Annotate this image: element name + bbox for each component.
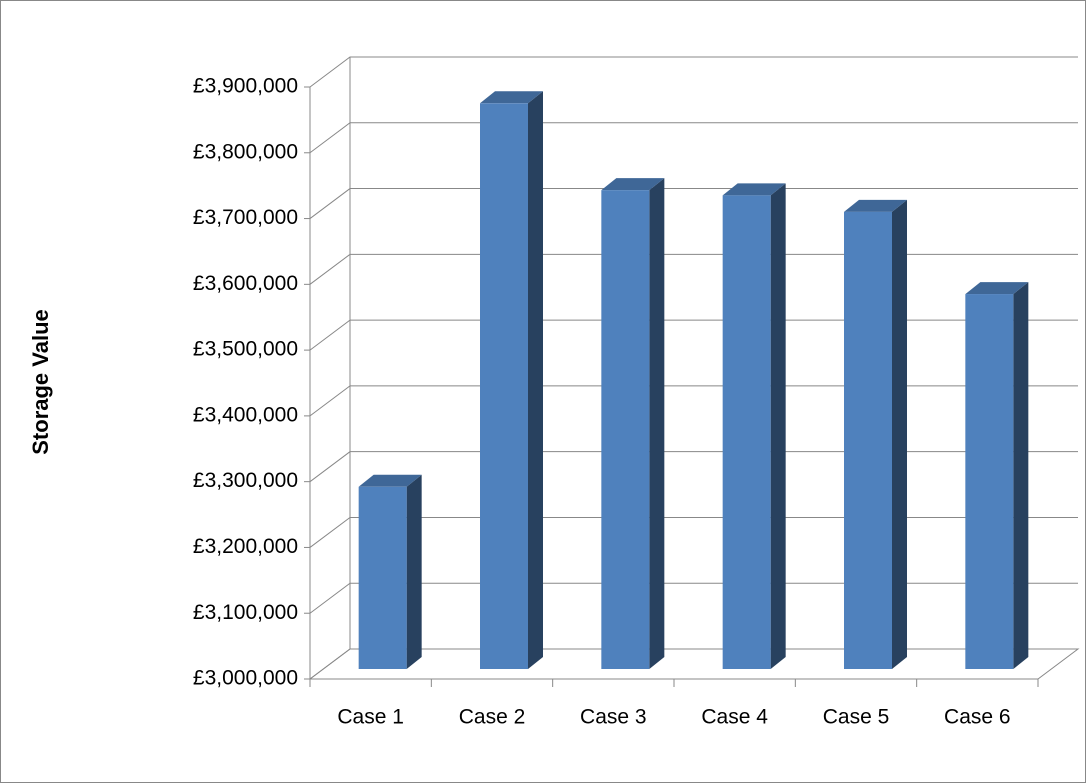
bar — [358, 486, 407, 669]
grid-line — [309, 648, 1078, 680]
bar-side — [1013, 282, 1029, 669]
bar-top — [844, 199, 907, 212]
bar — [844, 211, 892, 669]
grid-line — [309, 253, 1078, 285]
y-tick-label: £3,500,000 — [193, 338, 298, 361]
bar-side — [649, 178, 665, 670]
bar-top — [965, 282, 1029, 295]
bar-top — [358, 474, 422, 487]
grid-line — [309, 385, 1078, 417]
y-tick-label: £3,200,000 — [193, 535, 298, 558]
bar — [601, 190, 650, 670]
y-tick-label: £3,600,000 — [193, 272, 298, 295]
bar-side — [892, 199, 907, 669]
y-tick-label: £3,400,000 — [193, 403, 298, 426]
x-tick-label: Case 5 — [823, 706, 890, 729]
bar — [965, 294, 1014, 669]
y-tick-label: £3,000,000 — [193, 667, 298, 690]
grid-line — [309, 582, 1078, 614]
grid-line — [309, 188, 1078, 219]
bar-side — [528, 91, 543, 670]
y-axis-title: Storage Value — [28, 309, 53, 455]
bar — [722, 195, 771, 669]
y-tick-label: £3,700,000 — [193, 206, 298, 229]
bar-top — [601, 178, 665, 191]
y-tick-label: £3,100,000 — [193, 601, 298, 624]
y-tick-label: £3,300,000 — [193, 469, 298, 492]
x-tick-label: Case 1 — [337, 706, 404, 729]
grid-line — [309, 451, 1078, 483]
bar-top — [480, 91, 543, 104]
x-tick-label: Case 2 — [459, 706, 526, 729]
grid-line — [309, 122, 1078, 154]
grid-line — [309, 516, 1078, 548]
grid-line — [309, 319, 1078, 351]
bar — [480, 103, 528, 670]
y-tick-label: £3,900,000 — [193, 75, 298, 98]
x-tick-label: Case 6 — [944, 706, 1011, 729]
grid-line — [309, 56, 1078, 88]
x-tick-label: Case 4 — [701, 706, 768, 729]
bar-side — [770, 183, 786, 669]
bar-side — [406, 474, 422, 669]
y-tick-label: £3,800,000 — [193, 140, 298, 163]
x-tick-label: Case 3 — [580, 706, 647, 729]
bar-top — [722, 183, 786, 196]
